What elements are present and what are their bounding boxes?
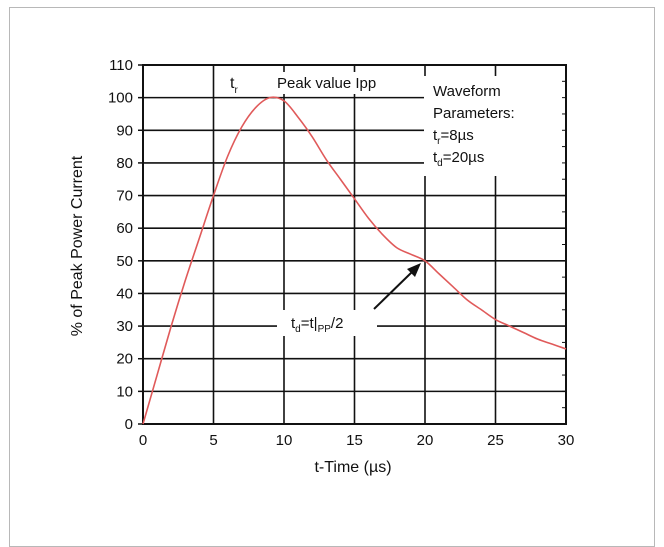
x-axis-label: t-Time (µs): [314, 459, 391, 476]
param-tr: tr=8µs: [433, 127, 474, 147]
x-tick-label: 5: [209, 432, 217, 449]
series: [142, 96, 567, 425]
y-axis-label: % of Peak Power Current: [69, 155, 86, 336]
y-tick-label: 30: [116, 318, 133, 335]
y-tick-label: 0: [125, 416, 133, 433]
tick-labels: 0 10 20 30 40 50 60 70 80 90 100 110 0 5 10 15 20 25 30: [108, 57, 574, 449]
td-label: td=t|PP/2: [291, 315, 343, 335]
y-tick-label: 100: [108, 90, 133, 107]
params-title-1: Waveform: [433, 83, 501, 100]
x-tick-label: 15: [346, 432, 363, 449]
tr-label: tr: [230, 75, 238, 96]
peak-value-label: Peak value Ipp: [277, 75, 376, 92]
params-box: [424, 76, 565, 176]
x-tick-label: 10: [276, 432, 293, 449]
axes: [138, 64, 567, 425]
y-tick-label: 40: [116, 285, 133, 302]
y-tick-label: 80: [116, 155, 133, 172]
plot-frame: [142, 64, 567, 425]
y-tick-label: 60: [116, 220, 133, 237]
td-arrow-head: [407, 263, 421, 277]
annotations: tr Peak value Ipp Waveform Parameters: t…: [230, 75, 515, 335]
y-tick-label: 50: [116, 253, 133, 270]
x-tick-label: 25: [487, 432, 504, 449]
td-label-bg: [277, 310, 377, 336]
x-tick-label: 30: [558, 432, 575, 449]
y-tick-label: 90: [116, 122, 133, 139]
x-tick-label: 0: [139, 432, 147, 449]
y-tick-label: 20: [116, 351, 133, 368]
params-title-2: Parameters:: [433, 105, 515, 122]
chart: 0 10 20 30 40 50 60 70 80 90 100 110 0 5 10 15 20 25 30 tr…: [69, 57, 574, 476]
td-arrow-line: [373, 271, 413, 310]
y-tick-label: 70: [116, 188, 133, 205]
y-tick-label: 110: [109, 57, 133, 74]
param-td: td=20µs: [433, 149, 484, 169]
series-line: [142, 96, 567, 425]
x-tick-label: 20: [417, 432, 434, 449]
peak-label-bg: [222, 72, 412, 94]
y-tick-label: 10: [116, 383, 133, 400]
